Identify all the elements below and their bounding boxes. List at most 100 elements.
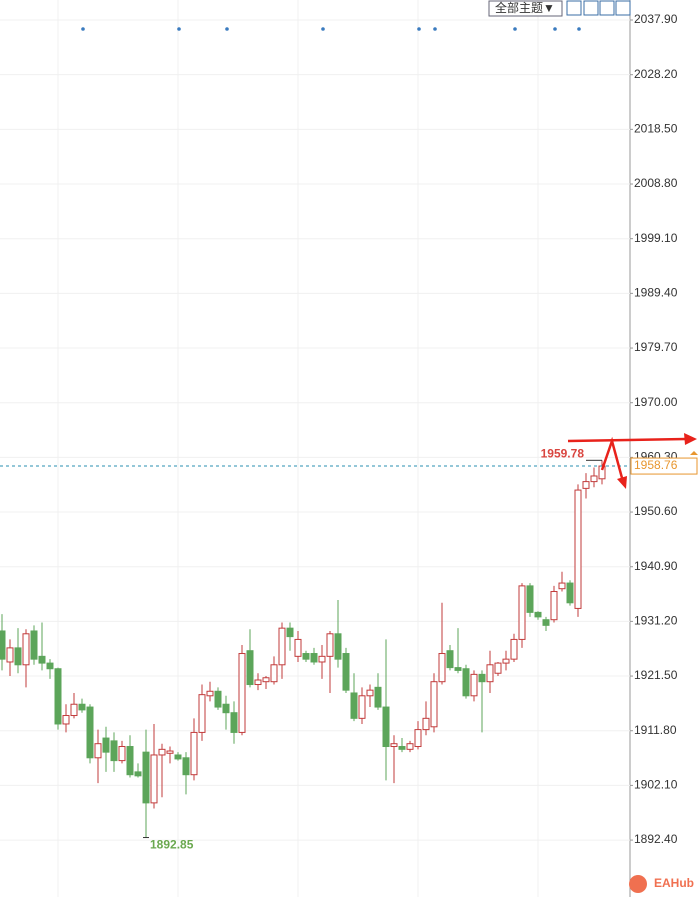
candle-body [526,585,534,613]
candle-body [358,695,366,719]
y-tick-label: 1970.00 [634,395,678,409]
candle-body [46,662,54,670]
candle-body [430,681,438,728]
theme-menu[interactable] [488,0,563,17]
candle-body [382,706,390,748]
candle-body [126,746,134,776]
candle-body [398,746,406,750]
y-tick-label: 1979.70 [634,340,678,354]
candle-body [558,582,566,590]
candle-body [206,690,214,697]
candle-body [278,627,286,666]
y-tick-label: 1931.20 [634,614,678,628]
candle-body [406,743,414,750]
candle-body [438,653,446,683]
candle-body [486,664,494,683]
candle-body [142,751,150,804]
high-label: 1959.78 [541,446,585,460]
candle-body [294,638,302,657]
candle-body [310,653,318,663]
toolbar[interactable]: 全部主题▼ [488,0,631,17]
watermark-text: EAHub [654,876,694,890]
candle-body [110,740,118,762]
candle-body [158,748,166,756]
candle-body [118,746,126,762]
candle-body [182,757,190,776]
candle-body [414,729,422,748]
event-dots [81,27,581,31]
watermark: EAHub [629,875,694,893]
candle-body [238,653,246,733]
candle-body [214,690,222,708]
y-tick-label: 1911.80 [634,723,677,737]
theme-menu-label[interactable]: 全部主题▼ [495,0,555,15]
candle-body [134,771,142,777]
candle-body [502,658,510,664]
candle-body [566,582,574,604]
y-tick-label: 1950.60 [634,504,678,518]
y-tick-label: 1902.10 [634,778,678,792]
candle-body [462,668,470,697]
tool-button[interactable] [615,0,631,16]
candle-body [0,630,6,660]
candle-body [38,655,46,664]
y-tick-label: 2037.90 [634,12,678,26]
candle-body [78,703,86,711]
candle-body [30,630,38,660]
candle-body [150,754,158,804]
candle-body [590,475,598,483]
candle-body [94,743,102,759]
candle-body [350,692,358,719]
candle-body [326,633,334,657]
candle-body [334,633,342,660]
candle-body [454,667,462,671]
candle-body [478,673,486,683]
candle-body [422,717,430,731]
tool-button[interactable] [566,0,582,16]
candle-body [494,662,502,674]
candle-body [102,737,110,753]
y-tick-label: 1999.10 [634,231,678,245]
tool-button[interactable] [599,0,615,16]
candle-body [286,627,294,638]
candle-body [54,668,62,725]
candle-body [14,647,22,666]
candle-body [70,703,78,717]
candle-body [230,712,238,733]
red-arrows [567,433,697,489]
candle-body [446,650,454,669]
candle-body [166,750,174,754]
low-label: 1892.85 [150,838,194,852]
candle-body [470,673,478,697]
candle-body [582,481,590,489]
candle-body [574,489,582,609]
candle-body [374,686,382,708]
y-tick-label: 1940.90 [634,559,678,573]
y-tick-label: 2028.20 [634,67,678,81]
y-tick-label: 2008.80 [634,176,678,190]
candle-body [518,585,526,640]
candle-body [366,689,374,697]
candle-body [318,655,326,663]
candle-body [86,706,94,759]
y-tick-label: 1892.40 [634,832,678,846]
candle-body [262,677,270,683]
candle-body [198,694,206,733]
last-price-triangle [690,451,698,456]
last-price-label: 1958.76 [634,458,678,472]
candle-body [390,743,398,748]
candle-body [270,664,278,683]
y-tick-label: 1921.50 [634,668,678,682]
candle-body [550,591,558,621]
candle-body [510,638,518,660]
candle-body [246,650,254,686]
candle-body [222,703,230,714]
candle-body [254,679,262,686]
candle-body [534,611,542,618]
candle-body [302,653,310,660]
y-tick-label: 1989.40 [634,286,678,300]
y-tick-label: 2018.50 [634,122,678,136]
candle-body [542,619,550,626]
tool-button[interactable] [583,0,599,16]
